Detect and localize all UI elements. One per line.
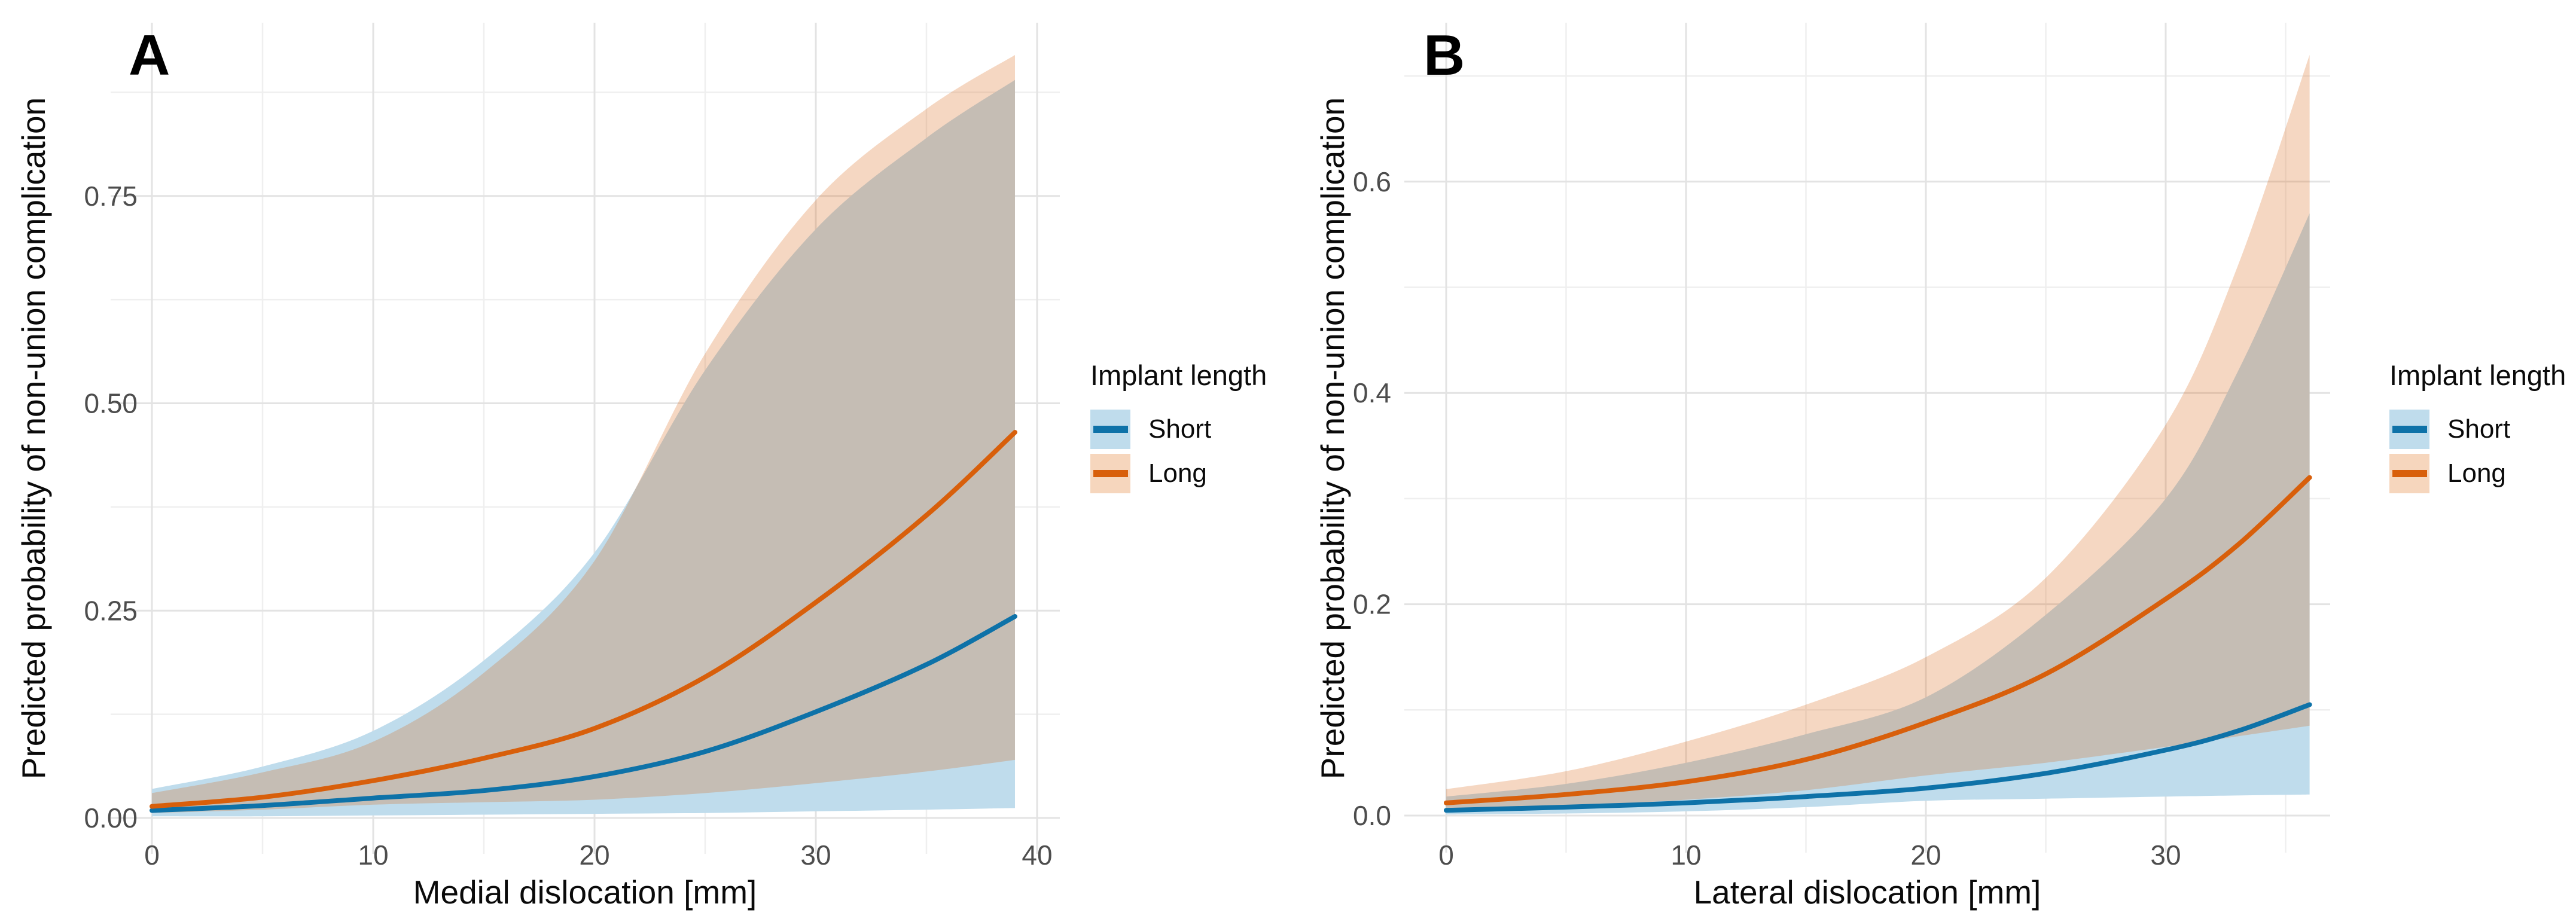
y-tick-label: 0.0 (1353, 800, 1391, 831)
panel-a: 0 10 20 30 40 0.00 0.25 0.50 0.75 (84, 23, 1060, 871)
legend-item-short: Short (2389, 410, 2566, 449)
legend-item-long: Long (2389, 454, 2566, 493)
panel-a-y-axis-title: Predicted probability of non-union compl… (15, 97, 52, 780)
x-tick-label: 10 (1670, 839, 1701, 871)
long-ci-ribbon (152, 55, 1015, 813)
x-tick-label: 40 (1022, 839, 1052, 871)
long-ci-ribbon (1446, 54, 2310, 811)
x-tick-label: 30 (800, 839, 831, 871)
legend-item-long: Long (1090, 454, 1267, 493)
panel-b: 0 10 20 30 0.0 0.2 0.4 0.6 (1353, 23, 2330, 871)
y-tick-label: 0.00 (84, 802, 138, 834)
legend-key-long-line (1093, 470, 1128, 477)
legend-key-short-ribbon-swatch (2389, 410, 2429, 449)
y-tick-label: 0.25 (84, 595, 138, 626)
legend-label-short: Short (2447, 414, 2511, 444)
legend-key-short-ribbon-swatch (1090, 410, 1130, 449)
legend-implant-length-a: Implant length Short Long (1090, 359, 1267, 498)
long-mean-line (150, 430, 1017, 809)
x-tick-label: 20 (579, 839, 609, 871)
legend-key-long-ribbon-swatch (1090, 454, 1130, 493)
short-ci-ribbon (152, 80, 1015, 817)
panel-b-letter: B (1423, 23, 1465, 87)
x-tick-label: 0 (1438, 839, 1454, 871)
y-tick-label: 0.2 (1353, 589, 1391, 620)
legend-key-short-line (1093, 426, 1128, 433)
legend-label-long: Long (1148, 459, 1207, 488)
legend-title: Implant length (1090, 359, 1267, 391)
short-mean-line (1444, 702, 2312, 813)
legend-implant-length-b: Implant length Short Long (2389, 359, 2566, 498)
y-tick-label: 0.75 (84, 181, 138, 212)
long-mean-line (1444, 475, 2312, 805)
y-tick-label: 0.4 (1353, 377, 1391, 408)
x-tick-label: 20 (1910, 839, 1941, 871)
x-tick-label: 30 (2150, 839, 2181, 871)
legend-key-long-line (2392, 470, 2427, 477)
panel-a-x-axis-title: Medial dislocation [mm] (413, 874, 757, 911)
x-tick-label: 10 (358, 839, 388, 871)
short-mean-line (150, 614, 1017, 813)
legend-key-short-line (2392, 426, 2427, 433)
panel-b-y-axis-title: Predicted probability of non-union compl… (1314, 97, 1351, 780)
legend-key-long-ribbon-swatch (2389, 454, 2429, 493)
legend-item-short: Short (1090, 410, 1267, 449)
x-tick-label: 0 (144, 839, 160, 871)
legend-label-long: Long (2447, 459, 2506, 488)
panel-b-x-axis-title: Lateral dislocation [mm] (1693, 874, 2041, 911)
legend-label-short: Short (1148, 414, 1212, 444)
panel-a-letter: A (129, 23, 170, 87)
short-ci-ribbon (1446, 213, 2310, 815)
legend-title: Implant length (2389, 359, 2566, 391)
y-tick-label: 0.50 (84, 388, 138, 419)
y-tick-label: 0.6 (1353, 166, 1391, 197)
